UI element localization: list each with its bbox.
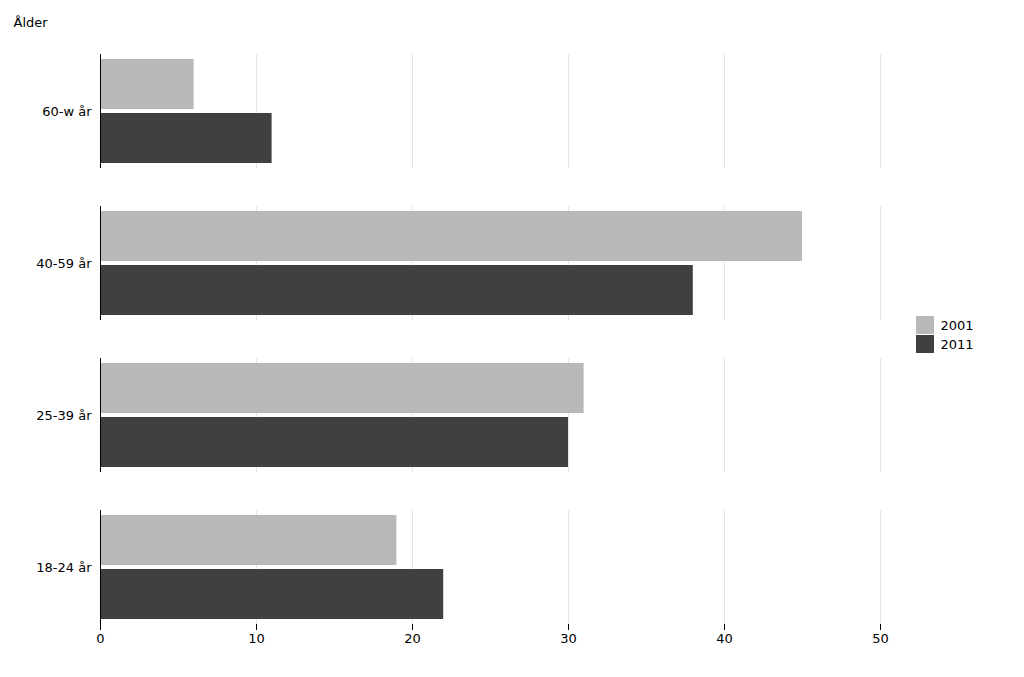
- svg-text:0: 0: [96, 630, 104, 645]
- svg-text:40: 40: [716, 630, 733, 645]
- svg-text:25-39 år: 25-39 år: [36, 407, 92, 422]
- svg-text:40-59 år: 40-59 år: [36, 255, 92, 270]
- svg-text:30: 30: [560, 630, 577, 645]
- svg-text:60-w år: 60-w år: [42, 103, 92, 118]
- svg-text:Ålder: Ålder: [14, 14, 49, 29]
- svg-text:18-24 år: 18-24 år: [36, 559, 92, 574]
- html-text:2001: 2001: [940, 317, 974, 333]
- svg-text:50: 50: [872, 630, 889, 645]
- html-text:2011: 2011: [940, 336, 974, 352]
- svg-text:20: 20: [404, 630, 421, 645]
- svg-text:10: 10: [248, 630, 265, 645]
